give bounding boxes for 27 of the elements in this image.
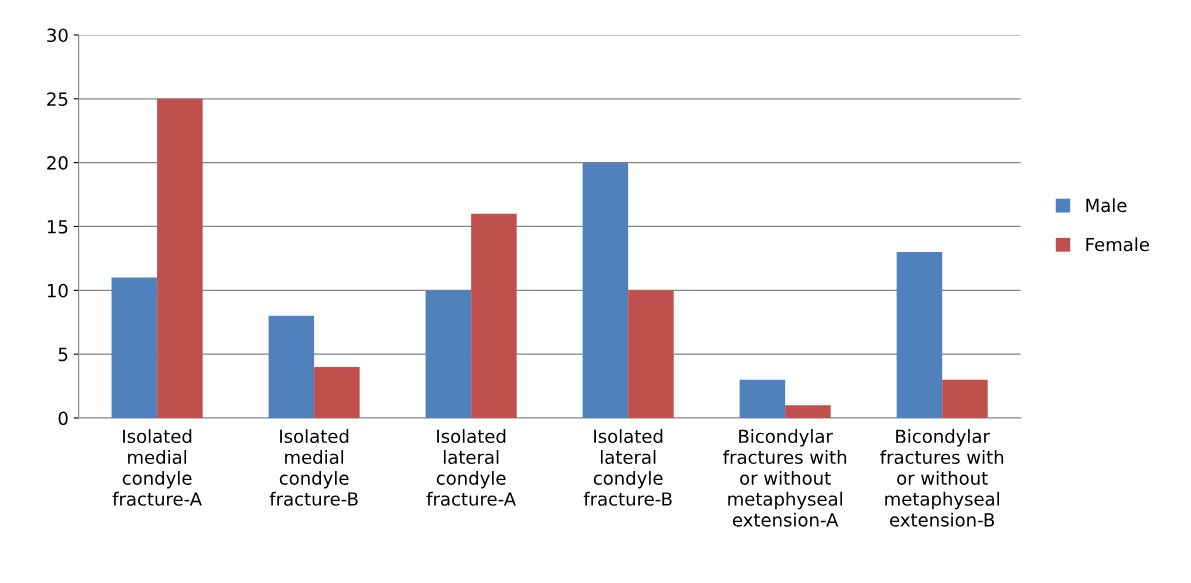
x-tick-label: Bicondylar fractures with or without metaphyseal extension-B bbox=[880, 429, 1004, 527]
bar bbox=[268, 315, 315, 419]
y-tick-label: 20 bbox=[47, 156, 68, 170]
bar bbox=[942, 379, 988, 419]
x-tick-label: Bicondylar fractures with or without metaphyseal extension-A bbox=[723, 429, 847, 527]
bar bbox=[314, 366, 360, 419]
x-tick-label: Isolated lateral condyle fracture-B bbox=[583, 429, 672, 506]
y-tick-label: 25 bbox=[47, 92, 68, 106]
x-tick-label: Isolated lateral condyle fracture-A bbox=[426, 429, 516, 506]
bar bbox=[111, 277, 158, 419]
bar bbox=[896, 252, 943, 419]
bar bbox=[582, 162, 629, 419]
bar bbox=[425, 290, 472, 419]
bar bbox=[471, 213, 517, 419]
y-tick-label: 0 bbox=[58, 411, 68, 426]
x-tick-label: Isolated medial condyle fracture-B bbox=[269, 429, 358, 506]
y-tick-label: 10 bbox=[47, 283, 68, 298]
bar bbox=[785, 405, 831, 419]
x-tick-label: Isolated medial condyle fracture-A bbox=[112, 429, 202, 506]
legend-label: Female bbox=[1086, 237, 1149, 252]
bar bbox=[157, 98, 203, 419]
y-tick-label: 30 bbox=[47, 28, 68, 43]
bar bbox=[628, 290, 674, 419]
y-tick-label: 15 bbox=[47, 220, 68, 234]
y-tick-label: 5 bbox=[58, 347, 68, 362]
legend-label: Male bbox=[1086, 198, 1127, 213]
bar bbox=[739, 379, 786, 419]
